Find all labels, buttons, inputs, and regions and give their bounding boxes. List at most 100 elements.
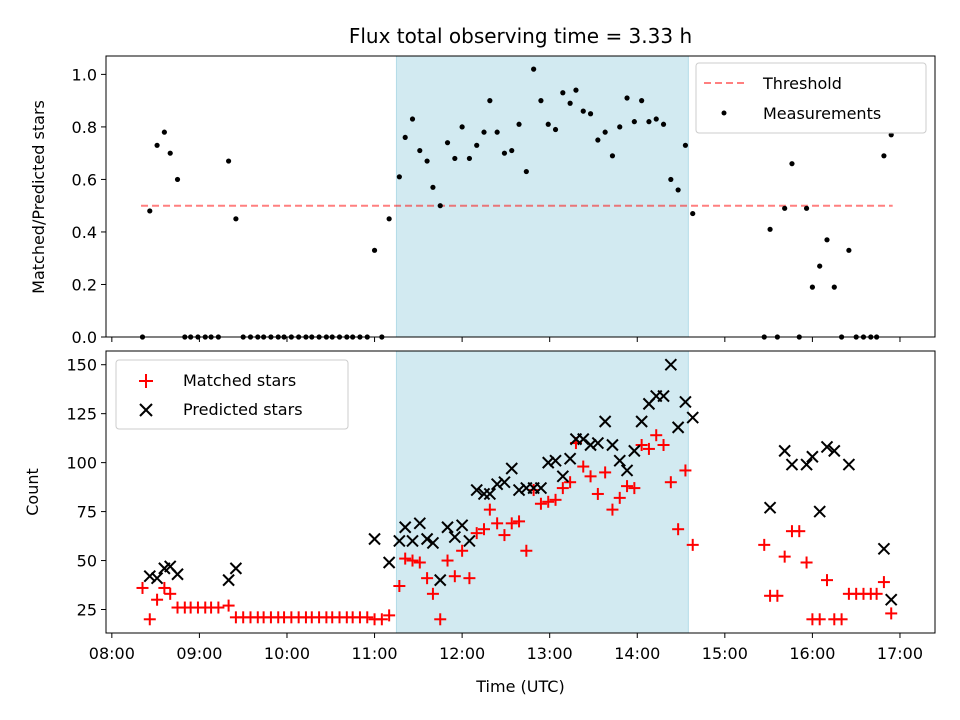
x-tick-label: 08:00 [89, 644, 135, 663]
predicted-point [877, 542, 891, 555]
predicted-point [549, 454, 562, 467]
x-tick-label: 11:00 [351, 644, 397, 663]
measurement-point [481, 129, 487, 135]
legend-matched-label: Matched stars [183, 371, 296, 390]
predicted-point [498, 476, 511, 489]
matched-point [413, 556, 426, 569]
matched-point [463, 572, 476, 585]
predicted-point [382, 556, 396, 569]
matched-point [606, 503, 619, 516]
predicted-point [598, 415, 612, 428]
top-y-tick-label: 0.0 [72, 328, 97, 347]
predicted-point [434, 573, 447, 587]
measurement-point [817, 263, 823, 269]
measurement-point [167, 150, 173, 156]
matched-point [483, 503, 496, 516]
measurement-point [417, 147, 423, 154]
x-tick-label: 14:00 [614, 644, 660, 663]
matched-point [158, 581, 171, 594]
predicted-point [584, 438, 597, 452]
measurement-point [573, 87, 579, 93]
matched-point [434, 613, 447, 626]
legend-matched-swatch [139, 374, 153, 388]
top-y-tick-label: 0.4 [72, 223, 97, 242]
predicted-point [657, 389, 670, 403]
top-y-axis-label: Matched/Predicted stars [29, 100, 48, 294]
predicted-point [806, 450, 819, 463]
predicted-point [686, 411, 699, 424]
measurement-point [803, 205, 810, 211]
measurement-point [580, 108, 586, 114]
predicted-point [413, 517, 427, 530]
top-y-tick-label: 0.2 [72, 275, 97, 294]
bottom-y-tick-label: 125 [66, 405, 97, 424]
measurement-point [225, 158, 232, 164]
measurement-point [474, 142, 480, 148]
predicted-point [441, 521, 454, 534]
measurement-point [501, 150, 508, 156]
measurement-point [466, 155, 473, 162]
predicted-point [477, 487, 491, 501]
matched-point [393, 580, 406, 592]
bottom-y-tick-label: 50 [77, 552, 97, 571]
bottom-panel: 25 50 75 100 125 150 08:00 09:00 10:00 11:00 12:00… [23, 350, 936, 696]
legend-measurement-swatch [721, 110, 727, 116]
predicted-point [556, 470, 570, 483]
measurement-point [624, 95, 630, 101]
matched-point [584, 470, 597, 483]
measurement-point [595, 137, 601, 143]
predicted-point [455, 519, 469, 532]
predicted-point [470, 483, 483, 497]
measurement-point [487, 98, 493, 104]
matched-point [212, 601, 225, 614]
measurement-point [494, 129, 500, 135]
predicted-point [606, 438, 619, 452]
matched-point [672, 523, 685, 536]
top-y-tick-label: 0.6 [72, 170, 97, 189]
matched-point [456, 544, 469, 557]
matched-point [800, 556, 813, 569]
x-tick-label: 15:00 [702, 644, 748, 663]
measurement-point [430, 184, 436, 190]
matched-point [151, 593, 164, 606]
measurement-point [459, 124, 465, 130]
matched-point [758, 538, 771, 551]
predicted-point [512, 483, 526, 497]
measurement-points [139, 66, 894, 340]
matched-point [470, 527, 483, 540]
measurement-point [437, 203, 443, 209]
predicted-point [426, 536, 440, 550]
measurement-point [653, 116, 659, 122]
matched-point [628, 482, 641, 495]
measurement-point [371, 247, 378, 253]
measurement-point [881, 153, 887, 159]
chart-title: Flux total observing time = 3.33 h [349, 24, 692, 48]
legend-measurements-label: Measurements [763, 104, 881, 123]
predicted-point [842, 458, 856, 471]
bottom-ticks: 25 50 75 100 125 150 08:00 09:00 10:00 11:00 12:00… [66, 356, 923, 663]
measurement-point [602, 129, 608, 135]
top-panel: 0.0 0.2 0.4 0.6 0.8 1.0 Matched/Predicted sta… [29, 55, 936, 347]
predicted-point [463, 534, 476, 548]
measurement-point [782, 205, 788, 211]
matched-point [421, 572, 434, 585]
measurement-point [161, 129, 167, 135]
matched-point [778, 550, 791, 563]
bottom-y-tick-label: 100 [66, 454, 97, 473]
measurement-point [682, 142, 689, 148]
predicted-point [628, 444, 641, 458]
matched-point [679, 464, 692, 477]
predicted-points [143, 358, 898, 606]
matched-point [498, 529, 511, 542]
predicted-point [785, 458, 799, 471]
predicted-point [613, 454, 626, 467]
matched-point [164, 587, 177, 600]
matched-point [613, 491, 626, 504]
measurement-point [516, 121, 522, 127]
predicted-point [406, 534, 419, 548]
matched-point [642, 442, 655, 455]
measurement-point [402, 134, 408, 141]
measurement-point [552, 126, 559, 133]
legend-predicted-label: Predicted stars [183, 400, 303, 419]
legend-predicted-swatch [139, 403, 153, 417]
